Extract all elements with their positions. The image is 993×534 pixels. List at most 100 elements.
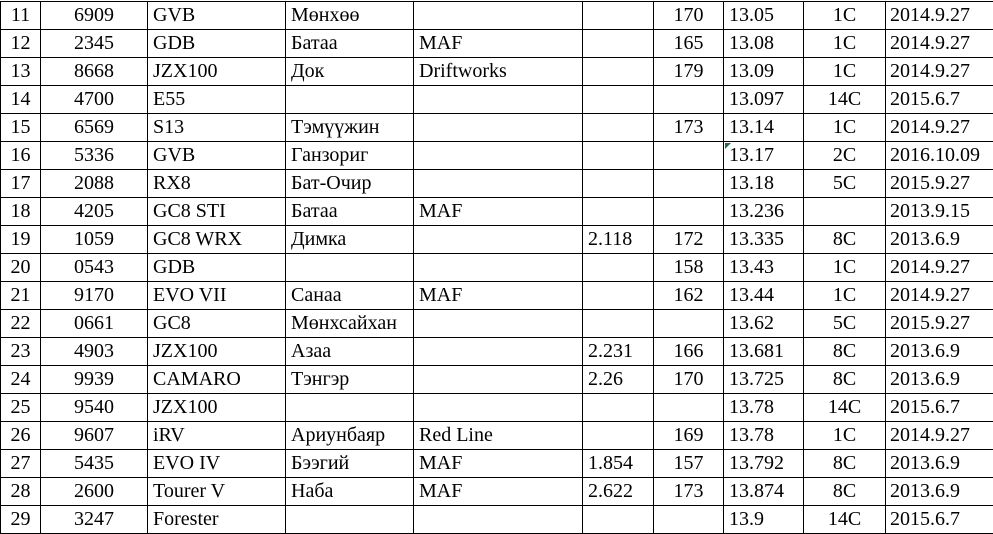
cell-speed[interactable]: 165: [653, 29, 723, 57]
cell-reaction-time[interactable]: [582, 253, 653, 281]
cell-date[interactable]: 2013.6.9: [885, 477, 993, 505]
cell-driver-name[interactable]: [285, 393, 413, 421]
cell-class[interactable]: 2C: [803, 141, 885, 169]
cell-speed[interactable]: 158: [653, 253, 723, 281]
cell-speed[interactable]: [653, 85, 723, 113]
cell-driver-name[interactable]: Батаа: [285, 29, 413, 57]
cell-car-model[interactable]: JZX100: [147, 393, 285, 421]
cell-class[interactable]: 14C: [803, 505, 885, 533]
cell-class[interactable]: 1C: [803, 29, 885, 57]
cell-reaction-time[interactable]: [582, 29, 653, 57]
cell-class[interactable]: 8C: [803, 225, 885, 253]
cell-date[interactable]: 2013.6.9: [885, 337, 993, 365]
cell-car-model[interactable]: GC8: [147, 309, 285, 337]
cell-class[interactable]: 1C: [803, 1, 885, 29]
cell-reaction-time[interactable]: 2.118: [582, 225, 653, 253]
cell-rank[interactable]: 21: [0, 281, 40, 309]
cell-team[interactable]: [413, 169, 582, 197]
cell-team[interactable]: Red Line: [413, 421, 582, 449]
cell-car-number[interactable]: 9170: [40, 281, 147, 309]
cell-car-number[interactable]: 2088: [40, 169, 147, 197]
cell-date[interactable]: 2015.6.7: [885, 393, 993, 421]
cell-reaction-time[interactable]: [582, 57, 653, 85]
cell-reaction-time[interactable]: 2.231: [582, 337, 653, 365]
cell-date[interactable]: 2015.6.7: [885, 85, 993, 113]
cell-driver-name[interactable]: Тэнгэр: [285, 365, 413, 393]
cell-rank[interactable]: 28: [0, 477, 40, 505]
cell-car-model[interactable]: GDB: [147, 29, 285, 57]
cell-driver-name[interactable]: Бээгий: [285, 449, 413, 477]
cell-rank[interactable]: 18: [0, 197, 40, 225]
cell-driver-name[interactable]: Димка: [285, 225, 413, 253]
cell-rank[interactable]: 19: [0, 225, 40, 253]
cell-rank[interactable]: 16: [0, 141, 40, 169]
cell-date[interactable]: 2013.6.9: [885, 225, 993, 253]
cell-finish-time[interactable]: 13.792: [723, 449, 803, 477]
cell-team[interactable]: MAF: [413, 281, 582, 309]
cell-driver-name[interactable]: Бат-Очир: [285, 169, 413, 197]
cell-reaction-time[interactable]: [582, 421, 653, 449]
cell-speed[interactable]: 166: [653, 337, 723, 365]
cell-team[interactable]: [413, 337, 582, 365]
cell-rank[interactable]: 22: [0, 309, 40, 337]
cell-speed[interactable]: [653, 197, 723, 225]
cell-date[interactable]: 2014.9.27: [885, 113, 993, 141]
cell-driver-name[interactable]: Мөнхсайхан: [285, 309, 413, 337]
cell-reaction-time[interactable]: 2.26: [582, 365, 653, 393]
cell-driver-name[interactable]: [285, 253, 413, 281]
cell-driver-name[interactable]: Азаа: [285, 337, 413, 365]
cell-speed[interactable]: 179: [653, 57, 723, 85]
cell-team[interactable]: [413, 141, 582, 169]
cell-car-model[interactable]: S13: [147, 113, 285, 141]
cell-car-model[interactable]: Tourer V: [147, 477, 285, 505]
cell-team[interactable]: Driftworks: [413, 57, 582, 85]
cell-date[interactable]: 2014.9.27: [885, 29, 993, 57]
cell-reaction-time[interactable]: [582, 505, 653, 533]
cell-date[interactable]: 2013.6.9: [885, 449, 993, 477]
cell-speed[interactable]: 169: [653, 421, 723, 449]
cell-car-number[interactable]: 9540: [40, 393, 147, 421]
cell-team[interactable]: MAF: [413, 29, 582, 57]
cell-driver-name[interactable]: [285, 505, 413, 533]
cell-speed[interactable]: [653, 309, 723, 337]
cell-car-model[interactable]: EVO IV: [147, 449, 285, 477]
cell-team[interactable]: [413, 505, 582, 533]
cell-class[interactable]: 14C: [803, 85, 885, 113]
cell-speed[interactable]: 173: [653, 113, 723, 141]
cell-rank[interactable]: 17: [0, 169, 40, 197]
cell-car-number[interactable]: 2600: [40, 477, 147, 505]
cell-finish-time[interactable]: 13.14: [723, 113, 803, 141]
cell-class[interactable]: 1C: [803, 281, 885, 309]
cell-finish-time[interactable]: 13.05: [723, 1, 803, 29]
cell-finish-time[interactable]: 13.335: [723, 225, 803, 253]
cell-speed[interactable]: 170: [653, 1, 723, 29]
cell-car-model[interactable]: GVB: [147, 141, 285, 169]
cell-team[interactable]: [413, 309, 582, 337]
cell-rank[interactable]: 26: [0, 421, 40, 449]
cell-reaction-time[interactable]: [582, 281, 653, 309]
cell-driver-name[interactable]: Наба: [285, 477, 413, 505]
cell-reaction-time[interactable]: 1.854: [582, 449, 653, 477]
cell-reaction-time[interactable]: [582, 113, 653, 141]
cell-car-model[interactable]: Forester: [147, 505, 285, 533]
cell-finish-time[interactable]: 13.78: [723, 421, 803, 449]
cell-car-model[interactable]: JZX100: [147, 57, 285, 85]
cell-reaction-time[interactable]: [582, 85, 653, 113]
cell-team[interactable]: [413, 1, 582, 29]
cell-date[interactable]: 2016.10.09: [885, 141, 993, 169]
cell-team[interactable]: [413, 85, 582, 113]
cell-date[interactable]: 2013.9.15: [885, 197, 993, 225]
cell-car-number[interactable]: 6909: [40, 1, 147, 29]
cell-class[interactable]: 8C: [803, 365, 885, 393]
cell-date[interactable]: 2015.6.7: [885, 505, 993, 533]
cell-rank[interactable]: 27: [0, 449, 40, 477]
cell-car-number[interactable]: 3247: [40, 505, 147, 533]
cell-speed[interactable]: [653, 393, 723, 421]
cell-reaction-time[interactable]: [582, 141, 653, 169]
cell-rank[interactable]: 14: [0, 85, 40, 113]
cell-rank[interactable]: 11: [0, 1, 40, 29]
cell-rank[interactable]: 15: [0, 113, 40, 141]
cell-finish-time[interactable]: 13.9: [723, 505, 803, 533]
cell-date[interactable]: 2014.9.27: [885, 1, 993, 29]
cell-driver-name[interactable]: Док: [285, 57, 413, 85]
